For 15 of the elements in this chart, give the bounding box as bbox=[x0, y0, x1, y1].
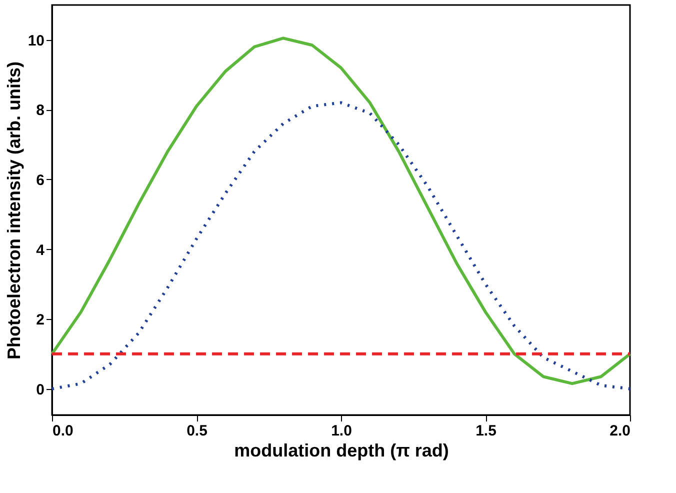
y-tick-label: 0 bbox=[36, 381, 44, 398]
x-axis-title: modulation depth (π rad) bbox=[234, 440, 449, 460]
y-tick-label: 2 bbox=[36, 312, 44, 329]
y-axis-title: Photoelectron intensity (arb. units) bbox=[4, 61, 24, 360]
x-tick-label: 0.5 bbox=[186, 422, 208, 440]
y-tick-label: 8 bbox=[36, 102, 44, 120]
y-tick-label: 4 bbox=[36, 242, 46, 259]
y-tick-label: 6 bbox=[36, 172, 44, 189]
x-tick-label: 1.0 bbox=[331, 422, 352, 440]
line-series bbox=[50, 36, 632, 386]
y-tick-label: 10 bbox=[28, 32, 44, 50]
x-tick-label: 2.0 bbox=[610, 422, 630, 440]
line-series bbox=[50, 101, 632, 390]
x-tick-label: 0.0 bbox=[52, 422, 74, 440]
x-tick-label: 1.5 bbox=[476, 422, 496, 440]
